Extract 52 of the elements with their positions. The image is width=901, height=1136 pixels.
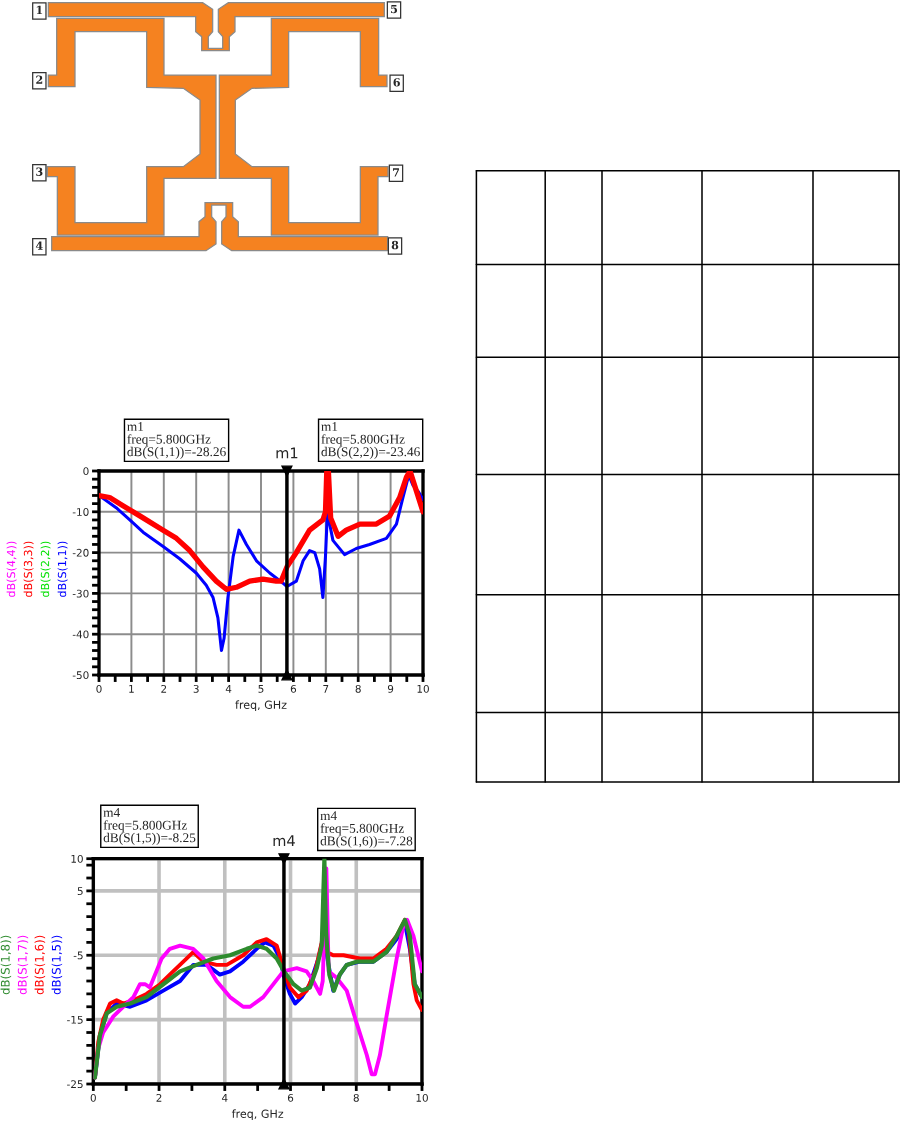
text: m1 freq=5.800GHz dB(S(2,2))=-23.46 [321,422,420,459]
text: 4 [35,241,43,250]
x-axis-title: freq, GHz [235,700,287,712]
legend-label: dB(S(2,2)) [40,541,51,597]
x-tick-label: 10 [416,1093,428,1102]
x-tick-label: 7 [323,685,329,693]
y-tick-label: 0 [83,467,89,476]
text: m4 freq=5.800GHz dB(S(1,6))=-7.28 [320,811,413,849]
x-tick-label: 9 [387,684,394,693]
text: dB(S(1,6)) [34,935,46,995]
text: 7 [393,168,399,177]
text: 1 [36,5,43,15]
y-tick-label: -30 [72,589,89,598]
text: dB(S(1,5)) [51,935,63,995]
text: m4 freq=5.800GHz dB(S(1,5))=-8.25 [103,808,196,845]
text: dB(S(1,8)) [0,935,12,995]
y-tick-label: -15 [67,1015,83,1024]
x-tick-label: 0 [90,1093,96,1102]
text: dB(S(3,3)) [23,541,34,597]
y-tick-label: 10 [71,854,83,863]
y-tick-label: -5 [73,951,83,960]
text: 5 [391,4,398,14]
x-tick-label: 2 [156,1093,162,1102]
ref-line-label: m1 [276,447,298,459]
x-axis-title: freq, GHz [231,1109,284,1121]
text: m1 freq=5.800GHz dB(S(1,1))=-28.26 [127,422,226,459]
x-tick-label: 1 [129,685,134,693]
x-tick-label: 8 [355,684,361,693]
x-tick-label: 4 [225,685,232,693]
text: dB(S(1,1)) [57,541,68,597]
x-tick-label: 0 [96,684,102,693]
y-tick-label: 5 [77,887,83,895]
y-tick-label: -20 [72,548,89,557]
y-tick-label: -25 [67,1080,83,1089]
text: 6 [393,78,400,87]
legend-label: dB(S(4,4)) [6,541,17,597]
x-tick-label: 8 [353,1093,359,1102]
x-tick-label: 5 [258,685,264,693]
text: 2 [36,75,43,84]
x-tick-label: 6 [287,1093,294,1102]
x-tick-label: 3 [193,684,199,693]
x-tick-label: 2 [161,684,167,693]
text: dB(S(1,7)) [17,935,29,995]
ref-line-label: m4 [273,835,295,846]
text: 8 [391,240,399,250]
x-tick-label: 6 [290,684,297,693]
y-tick-label: -10 [72,508,89,516]
x-tick-label: 4 [221,1094,228,1102]
y-tick-label: -50 [72,671,89,680]
y-tick-label: -40 [72,630,89,639]
x-tick-label: 10 [417,684,429,693]
text: 3 [36,167,43,176]
